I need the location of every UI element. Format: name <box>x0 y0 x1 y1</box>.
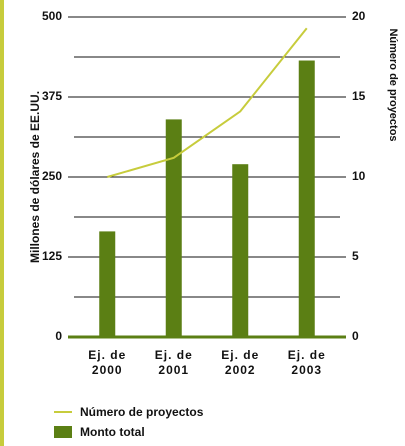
y2-tick-label: 10 <box>352 169 366 183</box>
x-tick-label: Ej. de 2002 <box>221 348 260 377</box>
y-tick-label: 0 <box>55 329 62 343</box>
line <box>106 27 308 178</box>
legend-label: Número de proyectos <box>80 405 204 419</box>
y2-axis-title: Número de proyectos <box>387 28 399 141</box>
legend-swatch <box>54 426 72 438</box>
y-tick-label: 125 <box>42 249 62 263</box>
y-axis-title: Millones de dólares de EE.UU. <box>28 91 42 263</box>
y2-tick-label: 5 <box>352 249 359 263</box>
x-tick-label: Ej. de 2003 <box>287 348 326 377</box>
bar <box>165 119 182 338</box>
legend-label: Monto total <box>80 425 145 439</box>
y2-tick-label: 20 <box>352 9 366 23</box>
y-tick-label: 500 <box>42 9 62 23</box>
x-tick-label: Ej. de 2000 <box>88 348 127 377</box>
side-stripe <box>0 0 4 446</box>
y-tick-label: 375 <box>42 89 62 103</box>
y2-tick-label: 15 <box>352 89 366 103</box>
y-tick-label: 250 <box>42 169 62 183</box>
x-tick-label: Ej. de 2001 <box>154 348 193 377</box>
bar <box>99 231 116 337</box>
y2-tick-label: 0 <box>352 329 359 343</box>
bar <box>232 164 249 337</box>
bar <box>298 60 315 338</box>
